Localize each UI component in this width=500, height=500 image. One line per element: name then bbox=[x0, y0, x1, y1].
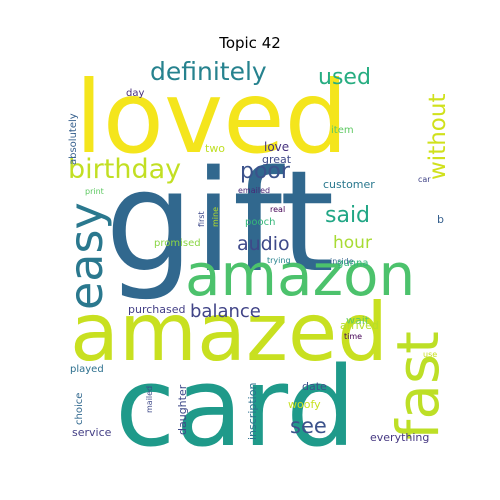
cloud-word-amazon: amazon bbox=[185, 241, 415, 309]
cloud-word-arrived: arrived bbox=[340, 319, 379, 332]
cloud-word-inscription: inscription bbox=[246, 383, 259, 440]
cloud-word-definitely: definitely bbox=[150, 57, 267, 86]
cloud-word-choice: choice bbox=[74, 393, 85, 425]
cloud-word-use: use bbox=[423, 350, 437, 359]
cloud-word-print: print bbox=[85, 187, 104, 196]
cloud-word-customer: customer bbox=[323, 178, 375, 191]
cloud-word-played: played bbox=[70, 364, 104, 375]
cloud-word-without: without bbox=[425, 94, 451, 180]
cloud-word-date: date bbox=[302, 380, 327, 393]
cloud-word-see: see bbox=[290, 414, 327, 438]
cloud-word-amazed: amazed bbox=[70, 286, 388, 379]
cloud-word-first: first bbox=[197, 211, 206, 227]
cloud-word-poor: poor bbox=[240, 159, 291, 184]
cloud-word-used: used bbox=[318, 65, 371, 90]
cloud-word-said: said bbox=[325, 203, 370, 228]
cloud-word-item: item bbox=[331, 125, 354, 136]
cloud-word-fast: fast bbox=[384, 331, 452, 440]
cloud-word-service: service bbox=[72, 426, 112, 439]
cloud-word-emailed: emailed bbox=[238, 186, 270, 195]
cloud-word-wait: wait bbox=[346, 314, 370, 327]
cloud-word-mailed: mailed bbox=[145, 386, 154, 413]
cloud-word-great: great bbox=[262, 153, 292, 166]
cloud-word-promised: promised bbox=[154, 238, 201, 249]
cloud-word-absolutely: absolutely bbox=[68, 113, 79, 165]
cloud-word-inside: inside bbox=[330, 257, 354, 266]
cloud-word-birthday: birthday bbox=[68, 154, 181, 185]
cloud-word-love: love bbox=[264, 140, 289, 154]
cloud-word-audio: audio bbox=[237, 233, 290, 255]
plot-title: Topic 42 bbox=[219, 34, 281, 52]
cloud-word-daughter: daughter bbox=[176, 384, 189, 435]
cloud-word-real: real bbox=[270, 205, 285, 214]
cloud-word-gift: gift bbox=[105, 141, 334, 304]
cloud-word-gunna: gunna bbox=[337, 258, 369, 269]
cloud-word-two: two bbox=[205, 142, 225, 155]
cloud-word-balance: balance bbox=[190, 301, 261, 322]
cloud-word-hour: hour bbox=[333, 233, 372, 253]
cloud-word-woofy: woofy bbox=[288, 398, 321, 411]
cloud-word-time: time bbox=[344, 332, 362, 341]
cloud-word-card: card bbox=[115, 343, 356, 471]
cloud-word-everything: everything bbox=[370, 431, 429, 444]
cloud-word-loved: loved bbox=[75, 59, 348, 176]
cloud-word-one: one bbox=[262, 196, 277, 205]
cloud-word-purchased: purchased bbox=[128, 303, 185, 316]
cloud-word-mine: mine bbox=[211, 207, 220, 227]
cloud-word-trying: trying bbox=[267, 256, 291, 265]
cloud-word-b: b bbox=[437, 213, 444, 226]
cloud-word-car: car bbox=[418, 175, 431, 184]
cloud-word-easy: easy bbox=[59, 202, 113, 310]
cloud-word-day: day bbox=[126, 88, 144, 99]
cloud-word-pooch: pooch bbox=[245, 217, 275, 228]
